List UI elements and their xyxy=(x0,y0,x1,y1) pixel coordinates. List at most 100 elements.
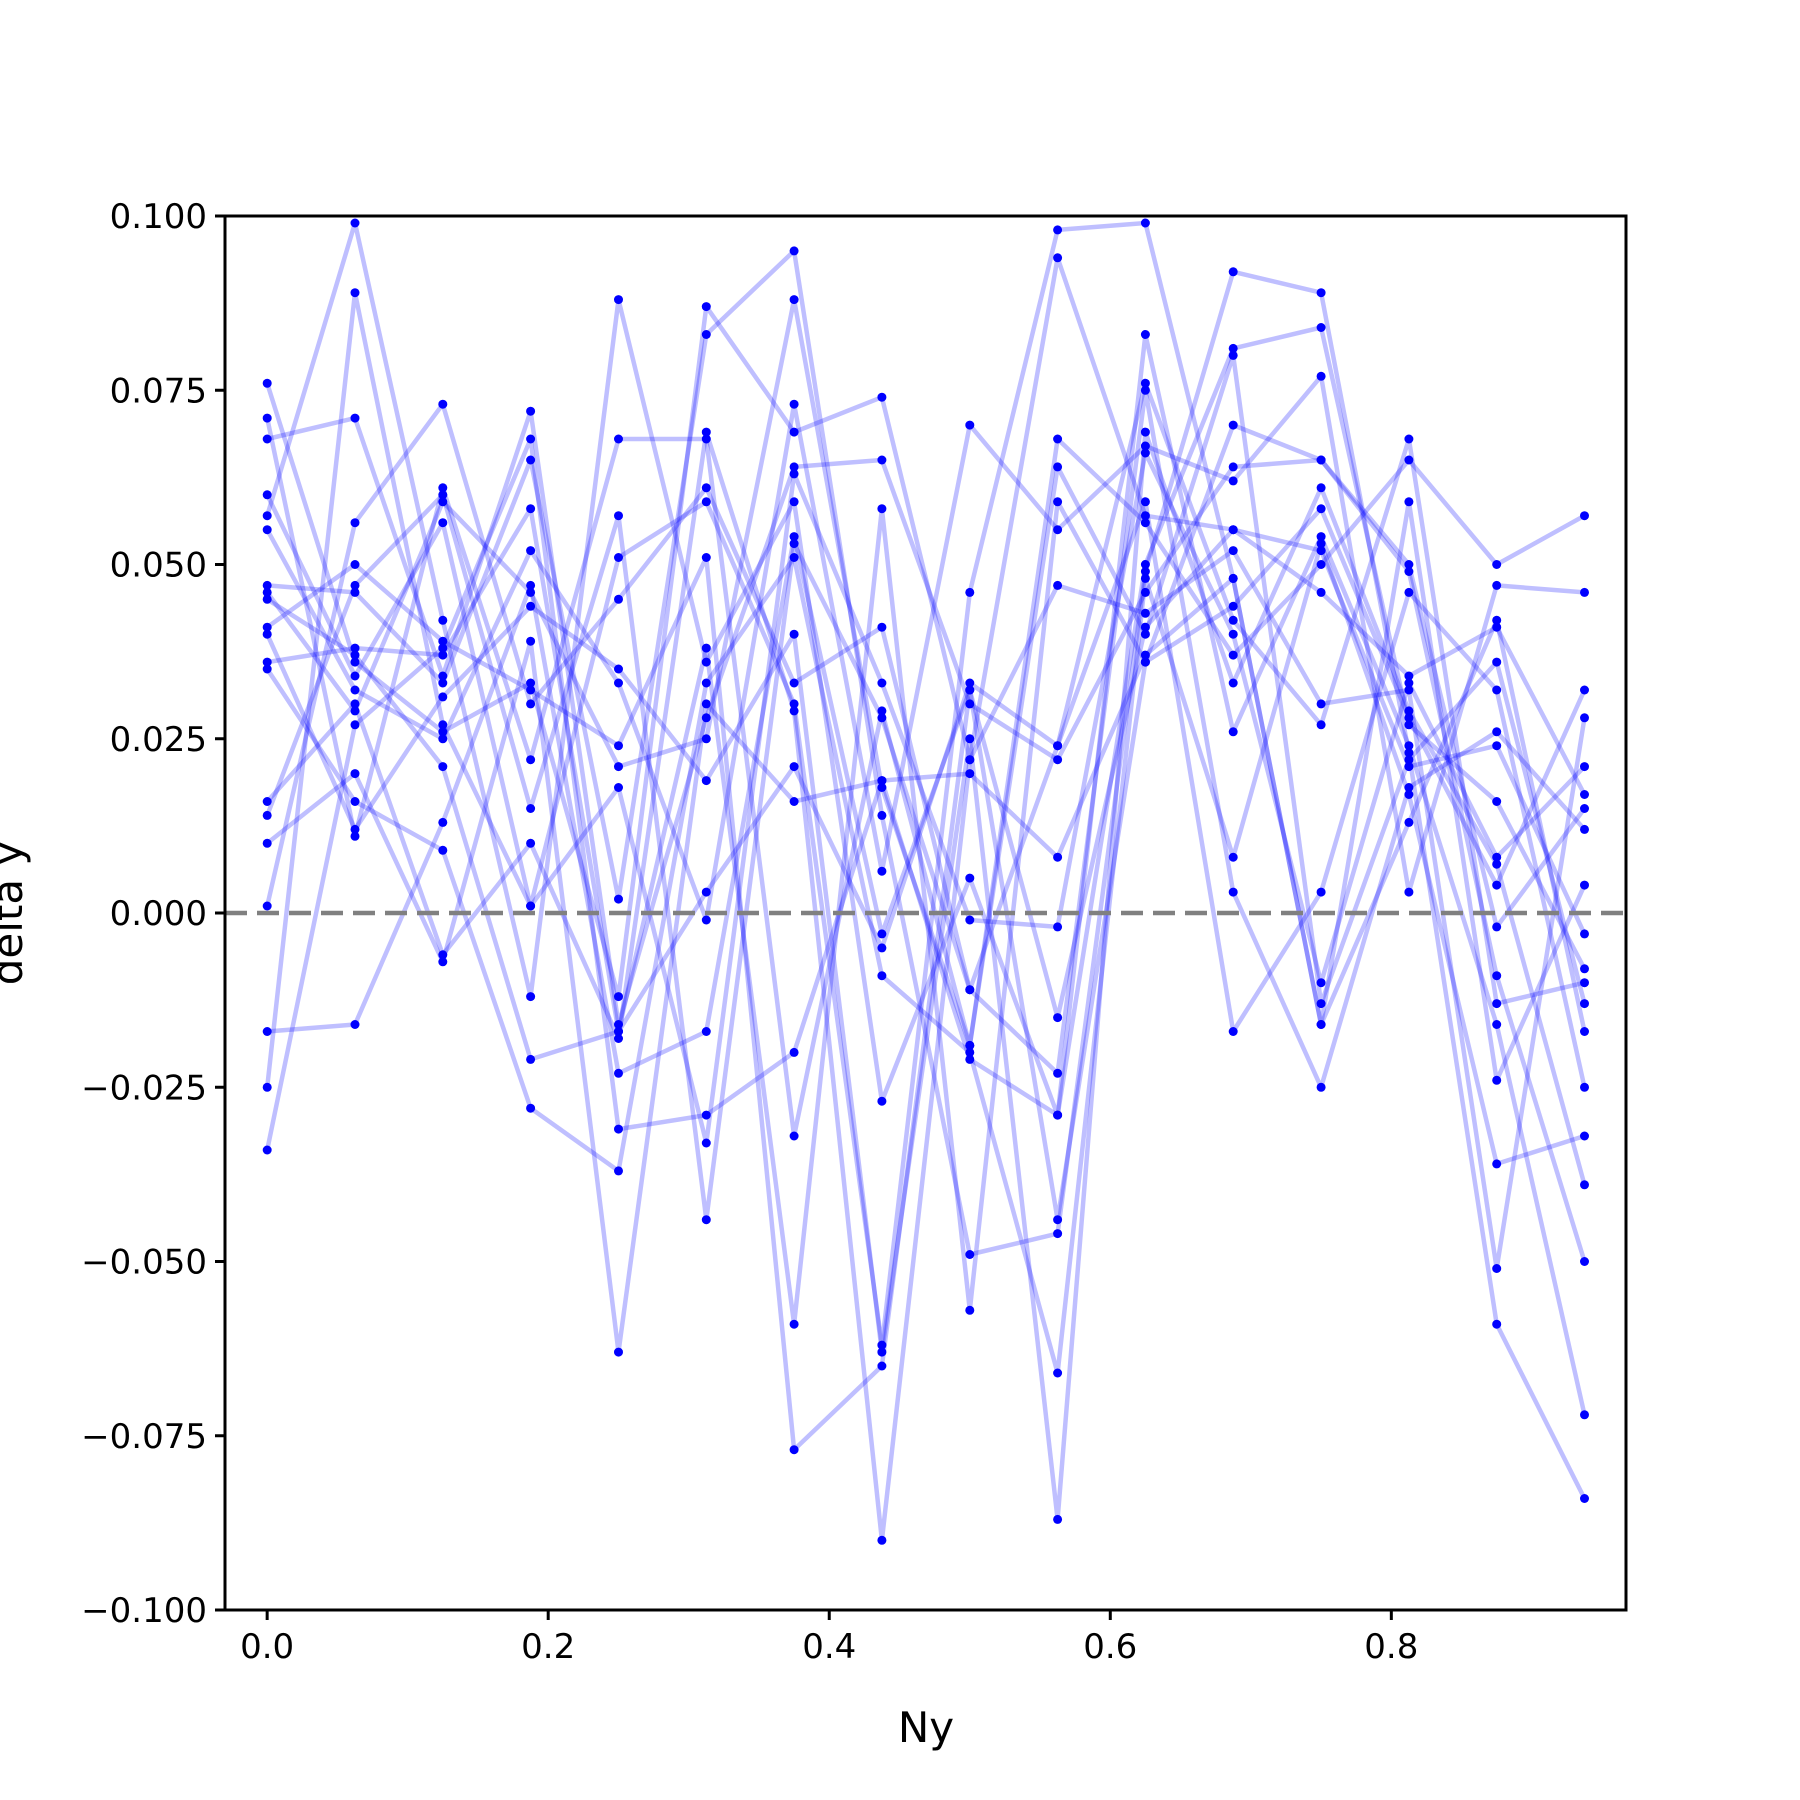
data-point xyxy=(1053,1110,1063,1120)
data-point xyxy=(1492,971,1502,981)
data-point xyxy=(1404,762,1414,772)
data-point xyxy=(1580,790,1589,799)
data-point xyxy=(1580,1494,1589,1503)
data-point xyxy=(789,699,799,709)
data-point xyxy=(1492,859,1502,869)
data-point xyxy=(1228,573,1238,583)
data-point xyxy=(1053,1215,1063,1225)
data-point xyxy=(1316,887,1326,897)
data-point xyxy=(438,615,448,625)
data-point xyxy=(789,797,799,806)
data-point xyxy=(1492,580,1502,590)
data-point xyxy=(1228,525,1238,535)
data-point xyxy=(526,804,536,813)
data-point xyxy=(262,1082,272,1092)
data-point xyxy=(438,636,448,646)
data-point xyxy=(526,901,536,911)
data-point xyxy=(614,1027,623,1036)
data-point xyxy=(701,915,711,925)
data-point xyxy=(350,288,360,298)
data-point xyxy=(701,553,711,562)
data-point xyxy=(877,622,887,632)
data-point xyxy=(877,678,887,688)
data-point xyxy=(1053,462,1063,472)
data-point xyxy=(1316,323,1326,332)
data-point xyxy=(701,643,711,653)
series-line-2 xyxy=(266,408,1587,1027)
data-point xyxy=(262,594,272,604)
data-point xyxy=(1580,1082,1589,1092)
data-point xyxy=(965,1054,975,1064)
data-point xyxy=(701,699,711,709)
data-point xyxy=(701,1110,711,1120)
data-point xyxy=(262,1027,272,1036)
data-point xyxy=(1140,441,1150,451)
data-point xyxy=(1316,504,1326,514)
data-point xyxy=(1492,1159,1502,1169)
data-point xyxy=(701,302,711,312)
data-point xyxy=(614,678,623,688)
series-line-7 xyxy=(265,297,1586,1048)
data-point xyxy=(526,587,536,597)
series-line-9 xyxy=(265,527,1587,1452)
data-point xyxy=(262,490,272,500)
series-line-18 xyxy=(264,290,1587,1146)
series-line-16 xyxy=(265,401,1587,1088)
data-point xyxy=(877,504,887,514)
data-point xyxy=(789,678,799,688)
data-point xyxy=(438,399,448,409)
data-point xyxy=(1580,762,1589,772)
data-point xyxy=(614,1124,623,1134)
data-point xyxy=(262,622,272,632)
data-point xyxy=(262,838,272,848)
data-point xyxy=(1580,880,1589,890)
y-tick-label: −0.050 xyxy=(81,1243,207,1283)
data-point xyxy=(1140,608,1150,618)
data-point xyxy=(1228,615,1238,625)
data-point xyxy=(1053,741,1063,751)
data-point xyxy=(1492,999,1502,1009)
data-point xyxy=(1228,267,1238,277)
data-point xyxy=(1404,755,1414,765)
data-point xyxy=(1404,497,1414,507)
data-point xyxy=(965,873,975,883)
data-point xyxy=(1580,1257,1589,1266)
data-point xyxy=(526,504,536,514)
data-point xyxy=(438,643,448,653)
data-point xyxy=(1140,427,1150,437)
data-point xyxy=(1492,1020,1502,1029)
data-point xyxy=(1228,727,1238,737)
x-axis-label: Ny xyxy=(898,1703,954,1752)
data-point xyxy=(262,413,272,423)
data-point xyxy=(614,511,623,521)
data-point xyxy=(1140,497,1150,507)
data-point xyxy=(1492,1264,1502,1273)
data-point xyxy=(526,636,536,646)
points-layer xyxy=(262,218,1589,1545)
data-point xyxy=(1053,497,1063,507)
data-point xyxy=(701,1027,711,1036)
data-point xyxy=(438,950,448,960)
data-point xyxy=(1492,922,1502,932)
data-point xyxy=(262,587,272,597)
data-point xyxy=(438,671,448,681)
data-point xyxy=(350,685,360,695)
series-line-17 xyxy=(267,422,1587,1263)
data-point xyxy=(614,762,623,772)
data-point xyxy=(965,985,975,995)
data-point xyxy=(614,1166,623,1176)
y-tick-label: 0.050 xyxy=(110,546,207,586)
data-point xyxy=(789,1047,799,1057)
data-point xyxy=(350,1020,360,1029)
data-point xyxy=(526,1054,536,1064)
data-point xyxy=(789,469,799,479)
data-point xyxy=(1580,999,1589,1009)
data-point xyxy=(1316,483,1326,493)
data-point xyxy=(262,434,272,444)
data-point xyxy=(438,817,448,827)
data-point xyxy=(877,1361,887,1371)
data-point xyxy=(1316,371,1326,381)
x-tick-label: 0.8 xyxy=(1364,1627,1418,1667)
data-point xyxy=(701,483,711,493)
